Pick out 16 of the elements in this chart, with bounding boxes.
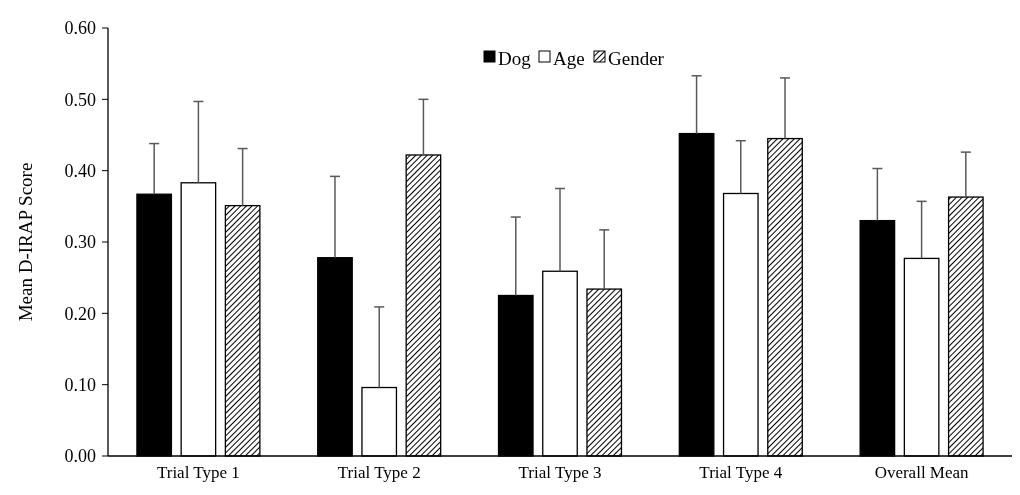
y-tick-label: 0.00: [64, 446, 96, 467]
y-tick-label: 0.60: [64, 18, 96, 39]
x-tick-label: Trial Type 1: [156, 463, 240, 482]
y-tick-label: 0.50: [64, 89, 96, 110]
legend-label: Dog: [498, 47, 532, 69]
legend-label: Gender: [608, 47, 665, 69]
y-axis-title: Mean D-IRAP Score: [15, 162, 36, 322]
legend-label: Age: [553, 47, 585, 69]
y-tick-label: 0.10: [64, 374, 96, 395]
x-tick-label: Overall Mean: [874, 463, 970, 482]
x-tick-label: Trial Type 2: [337, 463, 421, 482]
x-tick-label: Trial Type 3: [518, 463, 602, 482]
y-tick-label: 0.20: [64, 303, 96, 324]
y-tick-label: 0.30: [64, 232, 96, 253]
y-tick-label: 0.40: [64, 160, 96, 181]
x-tick-label: Trial Type 4: [699, 463, 783, 482]
